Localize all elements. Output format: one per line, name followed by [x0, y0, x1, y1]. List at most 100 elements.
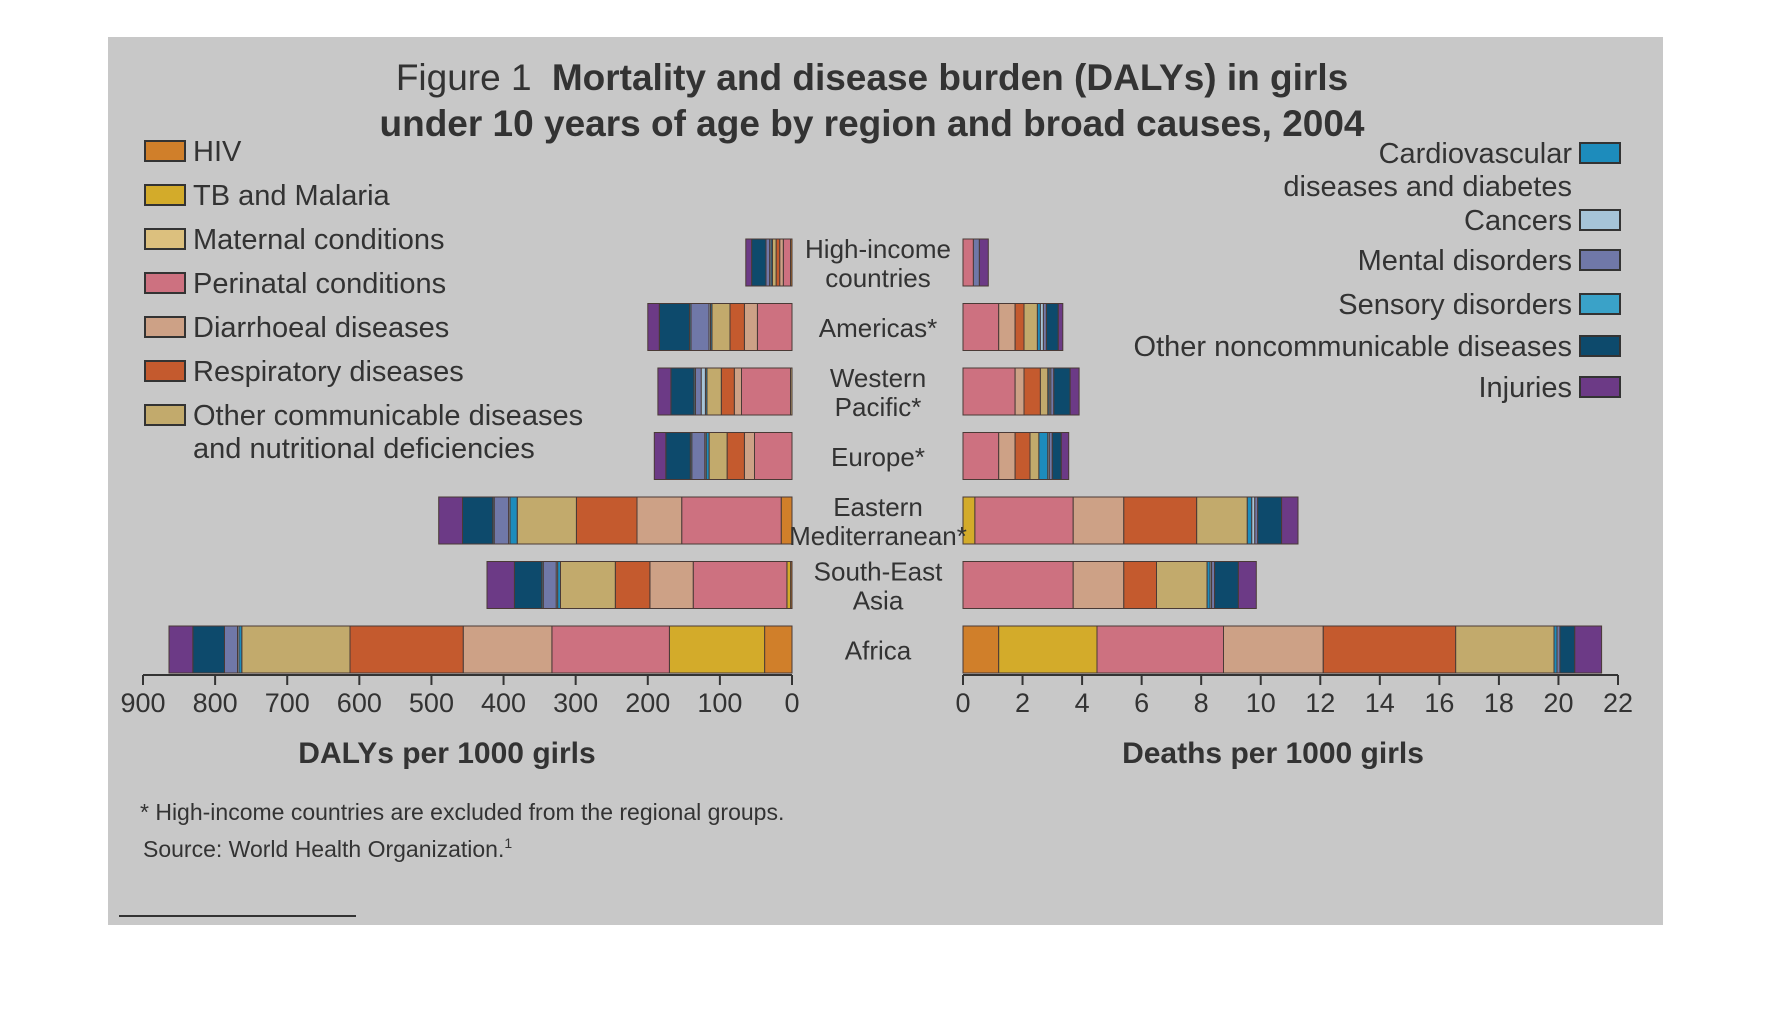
- dalys-bar-south-east-asia-tb_malaria: [786, 561, 792, 609]
- footnote-superscript: 1: [504, 835, 512, 851]
- deaths-bar-eastern-mediterranean-other_noncommunicable: [1257, 496, 1282, 545]
- legend-label-perinatal: Perinatal conditions: [193, 268, 446, 300]
- deaths-bar-americas-respiratory: [1014, 303, 1025, 351]
- dalys-bar-eastern-mediterranean-diarrhoeal: [636, 496, 683, 545]
- dalys-bar-western-pacific-other_noncommunicable: [670, 367, 695, 416]
- dalys-bar-south-east-asia-injuries: [486, 561, 515, 609]
- deaths-bar-africa-other_communicable: [1455, 625, 1555, 674]
- dalys-bar-africa-respiratory: [349, 625, 464, 674]
- dalys-bar-western-pacific-mental: [694, 367, 702, 416]
- dalys-bar-eastern-mediterranean-injuries: [438, 496, 464, 545]
- deaths-tick-label: 8: [1194, 688, 1209, 718]
- legend-label-hiv: HIV: [193, 136, 242, 168]
- deaths-bar-europe-diarrhoeal: [998, 432, 1016, 480]
- dalys-bar-europe-cardiovascular: [705, 432, 710, 480]
- dalys-tick-label: 900: [120, 688, 165, 718]
- dalys-bar-europe-other_communicable: [708, 432, 728, 480]
- deaths-bar-americas-injuries: [1057, 303, 1064, 351]
- deaths-bar-europe-respiratory: [1014, 432, 1031, 480]
- dalys-bar-high-income-other_noncommunicable: [751, 238, 767, 287]
- legend-swatch-cardiovascular: [1579, 142, 1621, 164]
- deaths-tick-label: 0: [955, 688, 970, 718]
- dalys-bar-africa-hiv: [764, 625, 793, 674]
- dalys-bar-americas-perinatal: [756, 303, 793, 351]
- legend-swatch-tb_malaria: [144, 184, 186, 206]
- dalys-axis-label: DALYs per 1000 girls: [298, 737, 595, 770]
- dalys-tick-label: 100: [697, 688, 742, 718]
- dalys-bar-africa-other_noncommunicable: [192, 625, 226, 674]
- deaths-bar-south-east-asia-perinatal: [962, 561, 1074, 609]
- dalys-tick-label: 700: [265, 688, 310, 718]
- deaths-bar-eastern-mediterranean-other_communicable: [1196, 496, 1248, 545]
- region-label-western-pacific: Western: [830, 363, 926, 393]
- deaths-bar-eastern-mediterranean-respiratory: [1123, 496, 1198, 545]
- legend-swatch-injuries: [1579, 376, 1621, 398]
- deaths-bar-africa-respiratory: [1322, 625, 1457, 674]
- deaths-bar-western-pacific-other_noncommunicable: [1053, 367, 1071, 416]
- deaths-bar-eastern-mediterranean-diarrhoeal: [1072, 496, 1125, 545]
- dalys-bar-south-east-asia-other_communicable: [560, 561, 616, 609]
- deaths-bar-south-east-asia-injuries: [1237, 561, 1257, 609]
- dalys-bars: [168, 238, 793, 674]
- legend-label-cardiovascular: diseases and diabetes: [1283, 171, 1572, 203]
- figure-panel: [108, 37, 1663, 925]
- dalys-bar-americas-injuries: [647, 303, 660, 351]
- legend-swatch-cancers: [1579, 209, 1621, 231]
- deaths-tick-label: 22: [1603, 688, 1633, 718]
- deaths-bar-americas-other_noncommunicable: [1045, 303, 1059, 351]
- chart-title-line1: Figure 1 Mortality and disease burden (D…: [396, 57, 1348, 98]
- deaths-bar-western-pacific-injuries: [1069, 367, 1080, 416]
- dalys-tick-label: 500: [409, 688, 454, 718]
- region-label-africa: Africa: [845, 636, 912, 666]
- region-label-eastern-mediterranean: Mediterranean*: [789, 521, 967, 551]
- deaths-bar-high-income-injuries: [978, 238, 989, 287]
- deaths-bar-eastern-mediterranean-injuries: [1281, 496, 1299, 545]
- deaths-bar-africa-other_noncommunicable: [1559, 625, 1576, 674]
- deaths-tick-label: 2: [1015, 688, 1030, 718]
- legend-label-other_noncommunicable: Other noncommunicable diseases: [1134, 331, 1572, 363]
- dalys-bar-africa-injuries: [168, 625, 194, 674]
- dalys-bar-western-pacific-respiratory: [720, 367, 735, 416]
- legend-swatch-diarrhoeal: [144, 316, 186, 338]
- deaths-bar-europe-other_communicable: [1029, 432, 1040, 480]
- footnote-source-text: Source: World Health Organization.: [143, 836, 504, 862]
- dalys-tick-label: 200: [625, 688, 670, 718]
- deaths-axis-label: Deaths per 1000 girls: [1122, 737, 1424, 770]
- legend-swatch-hiv: [144, 140, 186, 162]
- region-label-south-east-asia: South-East: [814, 557, 943, 587]
- deaths-bar-africa-diarrhoeal: [1223, 625, 1324, 674]
- dalys-bar-high-income-other_communicable: [772, 238, 777, 287]
- region-label-western-pacific: Pacific*: [835, 392, 922, 422]
- deaths-tick-label: 16: [1424, 688, 1454, 718]
- legend-swatch-mental: [1579, 249, 1621, 271]
- legend-swatch-perinatal: [144, 272, 186, 294]
- deaths-bar-south-east-asia-respiratory: [1123, 561, 1158, 609]
- dalys-bar-western-pacific-perinatal: [741, 367, 791, 416]
- region-label-high-income: countries: [825, 263, 931, 293]
- region-label-high-income: High-income: [805, 234, 951, 264]
- dalys-bar-eastern-mediterranean-respiratory: [575, 496, 638, 545]
- deaths-bar-western-pacific-other_communicable: [1039, 367, 1049, 416]
- deaths-tick-label: 12: [1305, 688, 1335, 718]
- dalys-bar-western-pacific-injuries: [657, 367, 672, 416]
- dalys-bar-americas-other_noncommunicable: [658, 303, 691, 351]
- dalys-bar-high-income-mental: [765, 238, 771, 287]
- deaths-bars: [962, 238, 1603, 674]
- footnote-exclusion: * High-income countries are excluded fro…: [140, 799, 784, 825]
- deaths-bar-europe-cardiovascular: [1038, 432, 1049, 480]
- deaths-tick-label: 10: [1246, 688, 1276, 718]
- deaths-bar-africa-tb_malaria: [998, 625, 1098, 674]
- dalys-bar-western-pacific-other_communicable: [706, 367, 722, 416]
- legend-swatch-other_noncommunicable: [1579, 335, 1621, 357]
- deaths-bar-africa-perinatal: [1096, 625, 1224, 674]
- chart-title-line2: under 10 years of age by region and broa…: [380, 103, 1365, 144]
- deaths-bar-western-pacific-respiratory: [1023, 367, 1041, 416]
- dalys-bar-eastern-mediterranean-cardiovascular: [509, 496, 518, 545]
- deaths-bar-high-income-perinatal: [962, 238, 974, 287]
- dalys-bar-high-income-perinatal: [782, 238, 791, 287]
- dalys-bar-western-pacific-diarrhoeal: [733, 367, 742, 416]
- dalys-tick-label: 0: [784, 688, 799, 718]
- dalys-bar-europe-other_noncommunicable: [665, 432, 691, 480]
- figure-label: Figure 1: [396, 57, 532, 98]
